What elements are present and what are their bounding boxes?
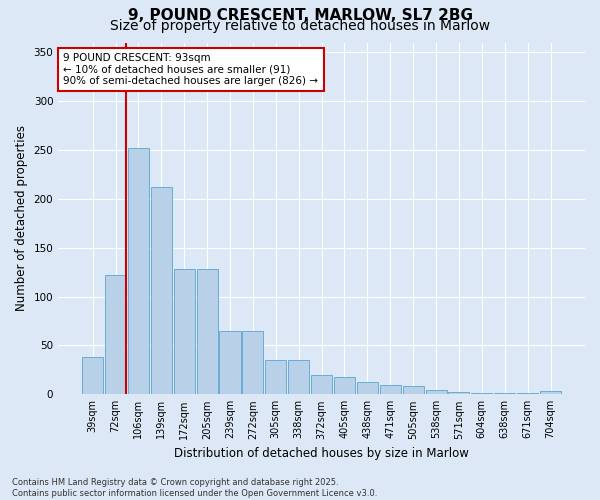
Bar (105, 275, 126, 394)
Bar (448, 392, 469, 394)
Bar (220, 331, 241, 394)
Bar (425, 390, 446, 394)
Text: Contains HM Land Registry data © Crown copyright and database right 2025.
Contai: Contains HM Land Registry data © Crown c… (12, 478, 377, 498)
Bar (265, 360, 286, 394)
Bar (173, 269, 195, 394)
Bar (82, 357, 103, 395)
Text: 9 POUND CRESCENT: 93sqm
← 10% of detached houses are smaller (91)
90% of semi-de: 9 POUND CRESCENT: 93sqm ← 10% of detache… (64, 53, 319, 86)
Bar (288, 360, 309, 394)
Bar (403, 386, 424, 394)
Text: Size of property relative to detached houses in Marlow: Size of property relative to detached ho… (110, 19, 490, 33)
Bar (128, 148, 149, 394)
Y-axis label: Number of detached properties: Number of detached properties (15, 126, 28, 312)
X-axis label: Distribution of detached houses by size in Marlow: Distribution of detached houses by size … (174, 447, 469, 460)
Text: 9, POUND CRESCENT, MARLOW, SL7 2BG: 9, POUND CRESCENT, MARLOW, SL7 2BG (128, 8, 473, 22)
Bar (197, 269, 218, 394)
Bar (380, 384, 401, 394)
Bar (242, 331, 263, 394)
Bar (540, 392, 561, 394)
Bar (334, 376, 355, 394)
Bar (357, 382, 378, 394)
Bar (151, 187, 172, 394)
Bar (311, 375, 332, 394)
